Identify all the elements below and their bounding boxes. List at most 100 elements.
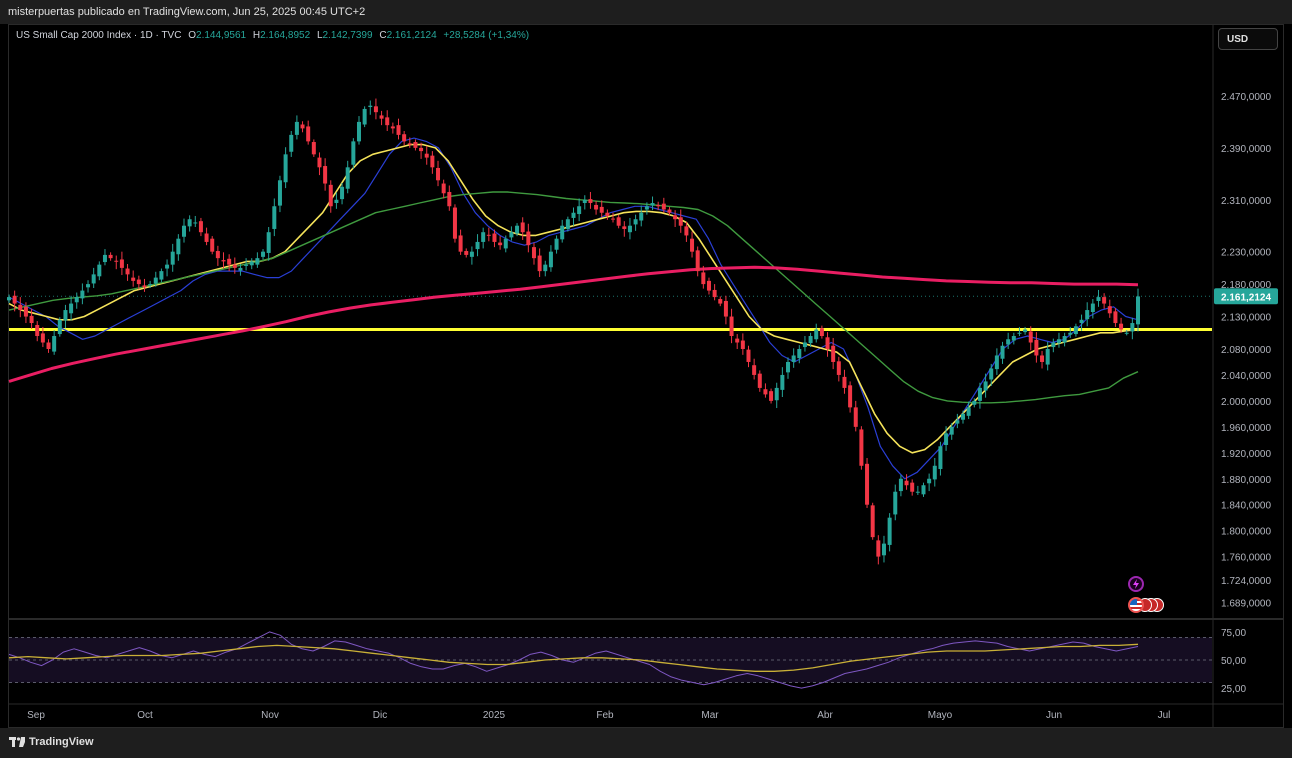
lightning-icon[interactable]: [1128, 576, 1144, 592]
candle-body[interactable]: [458, 235, 463, 252]
candle-body[interactable]: [746, 349, 751, 362]
candle-body[interactable]: [989, 368, 994, 380]
candle-body[interactable]: [893, 491, 898, 515]
candle-body[interactable]: [656, 204, 661, 207]
candle-body[interactable]: [983, 381, 988, 391]
candle-body[interactable]: [193, 222, 198, 224]
candle-body[interactable]: [430, 155, 435, 168]
candle-body[interactable]: [605, 212, 610, 216]
candle-body[interactable]: [170, 251, 175, 265]
candle-body[interactable]: [1011, 336, 1016, 341]
candle-body[interactable]: [452, 207, 457, 239]
candle-body[interactable]: [379, 115, 384, 119]
sma-long-line[interactable]: [8, 265, 1139, 383]
candle-body[interactable]: [283, 154, 288, 183]
candle-body[interactable]: [955, 420, 960, 424]
candle-body[interactable]: [63, 310, 68, 321]
candle-body[interactable]: [915, 491, 920, 493]
candle-body[interactable]: [300, 124, 305, 129]
candle-body[interactable]: [932, 465, 937, 480]
candle-body[interactable]: [272, 206, 277, 229]
candle-body[interactable]: [255, 258, 260, 265]
candle-body[interactable]: [910, 482, 915, 492]
candle-body[interactable]: [531, 247, 536, 259]
candle-body[interactable]: [142, 285, 147, 288]
candle-body[interactable]: [774, 387, 779, 401]
candle-body[interactable]: [1124, 332, 1129, 334]
candle-body[interactable]: [244, 264, 249, 266]
candle-body[interactable]: [1113, 311, 1118, 324]
candle-body[interactable]: [588, 199, 593, 204]
candle-body[interactable]: [571, 212, 576, 218]
candle-body[interactable]: [1130, 323, 1135, 332]
candle-body[interactable]: [29, 315, 34, 324]
currency-button[interactable]: USD: [1218, 28, 1278, 50]
candle-body[interactable]: [537, 255, 542, 272]
candle-body[interactable]: [752, 365, 757, 375]
candle-body[interactable]: [633, 219, 638, 225]
candle-body[interactable]: [165, 264, 170, 269]
candle-body[interactable]: [74, 297, 79, 303]
candle-body[interactable]: [210, 238, 215, 252]
candle-body[interactable]: [661, 203, 666, 210]
candle-body[interactable]: [481, 232, 486, 242]
candle-body[interactable]: [323, 166, 328, 184]
candle-body[interactable]: [91, 274, 96, 284]
candle-body[interactable]: [966, 407, 971, 416]
candle-body[interactable]: [97, 264, 102, 277]
candle-body[interactable]: [927, 478, 932, 484]
candle-body[interactable]: [396, 125, 401, 135]
candle-body[interactable]: [729, 316, 734, 337]
candle-body[interactable]: [503, 238, 508, 249]
candle-body[interactable]: [69, 303, 74, 314]
candle-body[interactable]: [520, 222, 525, 233]
candle-body[interactable]: [819, 328, 824, 337]
candle-body[interactable]: [136, 279, 141, 285]
candle-body[interactable]: [441, 183, 446, 194]
candle-body[interactable]: [1090, 303, 1095, 313]
candle-body[interactable]: [306, 126, 311, 142]
candle-body[interactable]: [842, 376, 847, 388]
candle-body[interactable]: [582, 199, 587, 204]
candle-body[interactable]: [215, 251, 220, 259]
candle-body[interactable]: [261, 251, 266, 257]
last-price-badge[interactable]: [1214, 288, 1278, 305]
candle-body[interactable]: [944, 433, 949, 446]
candle-body[interactable]: [249, 261, 254, 266]
candle-body[interactable]: [881, 543, 886, 556]
candle-body[interactable]: [294, 121, 299, 135]
candle-body[interactable]: [204, 233, 209, 242]
candle-body[interactable]: [712, 289, 717, 298]
candle-body[interactable]: [763, 389, 768, 395]
candle-body[interactable]: [57, 319, 62, 335]
candle-body[interactable]: [1079, 319, 1084, 324]
candle-body[interactable]: [311, 142, 316, 155]
candle-body[interactable]: [1073, 326, 1078, 335]
candle-body[interactable]: [865, 463, 870, 505]
candle-body[interactable]: [345, 167, 350, 189]
candle-body[interactable]: [622, 226, 627, 229]
candle-body[interactable]: [949, 426, 954, 435]
candle-body[interactable]: [723, 300, 728, 317]
candle-body[interactable]: [825, 337, 830, 349]
candle-body[interactable]: [814, 329, 819, 340]
candle-body[interactable]: [12, 295, 17, 304]
candle-body[interactable]: [1028, 331, 1033, 343]
rsi-ma-line[interactable]: [8, 643, 1139, 672]
candle-body[interactable]: [921, 485, 926, 495]
candle-body[interactable]: [1034, 339, 1039, 356]
candle-body[interactable]: [1045, 348, 1050, 365]
candle-body[interactable]: [616, 217, 621, 226]
candle-body[interactable]: [475, 241, 480, 250]
candle-body[interactable]: [757, 373, 762, 388]
candle-body[interactable]: [1051, 342, 1056, 348]
candle-body[interactable]: [1006, 339, 1011, 345]
candle-body[interactable]: [1062, 336, 1067, 343]
candle-body[interactable]: [695, 250, 700, 272]
candle-body[interactable]: [373, 106, 378, 113]
candle-body[interactable]: [176, 238, 181, 255]
candle-body[interactable]: [554, 238, 559, 250]
candle-body[interactable]: [356, 121, 361, 142]
candle-body[interactable]: [266, 232, 271, 253]
candle-body[interactable]: [402, 134, 407, 142]
